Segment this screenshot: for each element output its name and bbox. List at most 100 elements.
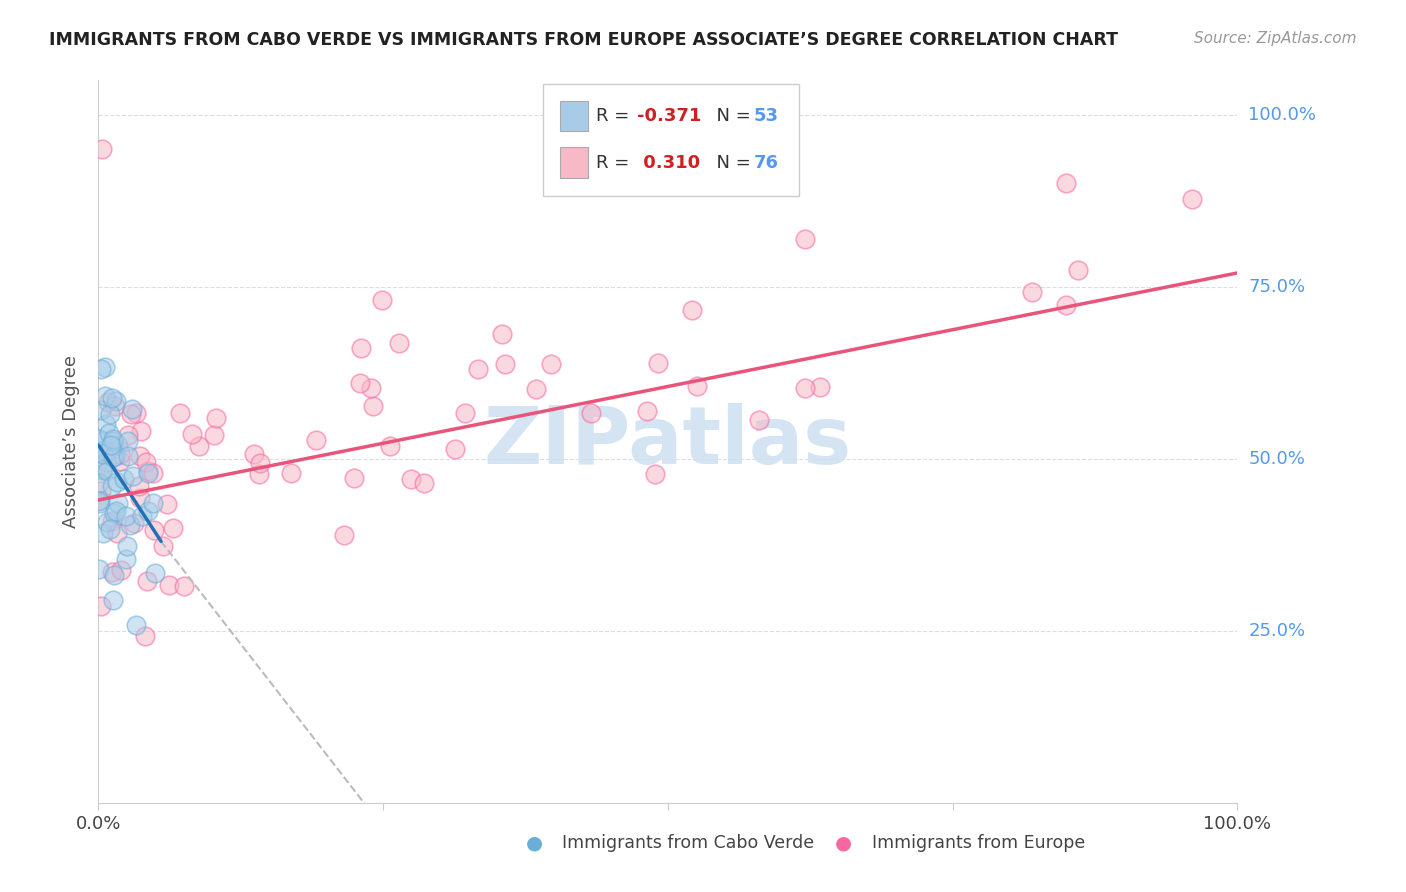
Point <box>128 479 150 493</box>
Point <box>87 562 110 576</box>
Text: 0.310: 0.310 <box>637 154 700 172</box>
Point <box>399 472 422 486</box>
Text: 53: 53 <box>754 107 779 125</box>
Point <box>98 407 121 421</box>
Point <box>96 464 118 478</box>
Point <box>90 484 112 499</box>
Text: 50.0%: 50.0% <box>1249 450 1305 467</box>
Point <box>360 381 382 395</box>
Point <box>143 523 166 537</box>
Point <box>105 475 128 490</box>
Point <box>98 522 121 536</box>
Point <box>156 497 179 511</box>
Point <box>107 438 129 452</box>
Point <box>110 454 132 468</box>
Point <box>152 539 174 553</box>
Point <box>96 515 118 529</box>
Point <box>105 525 128 540</box>
Point <box>107 496 129 510</box>
Point <box>90 463 112 477</box>
Point <box>343 471 366 485</box>
Point <box>105 504 128 518</box>
Point <box>100 437 122 451</box>
Point <box>96 395 118 409</box>
Point <box>87 432 110 446</box>
Point <box>378 439 401 453</box>
Point <box>247 467 270 482</box>
Point <box>454 406 477 420</box>
Text: 75.0%: 75.0% <box>1249 277 1306 296</box>
Text: 76: 76 <box>754 154 779 172</box>
Point <box>90 403 112 417</box>
Point <box>579 406 602 420</box>
Point <box>93 389 115 403</box>
Point <box>169 406 191 420</box>
Text: Source: ZipAtlas.com: Source: ZipAtlas.com <box>1194 31 1357 46</box>
Point <box>103 568 125 582</box>
Point <box>644 467 666 482</box>
Point <box>131 509 153 524</box>
Point <box>90 142 112 156</box>
Point <box>305 433 328 447</box>
Point <box>101 514 124 528</box>
Point <box>128 491 150 505</box>
Point <box>104 449 127 463</box>
Point <box>136 464 159 478</box>
Point <box>1181 193 1204 207</box>
Point <box>91 434 114 449</box>
Point <box>105 394 128 409</box>
Point <box>94 455 117 469</box>
Point <box>173 579 195 593</box>
Point <box>540 357 562 371</box>
Point <box>793 231 815 245</box>
Point <box>143 566 166 581</box>
Text: R =: R = <box>596 154 636 172</box>
Point <box>96 445 118 459</box>
Point <box>636 403 658 417</box>
Point <box>647 356 669 370</box>
Point <box>101 450 124 465</box>
Point <box>136 503 159 517</box>
Point <box>494 358 516 372</box>
Point <box>115 540 138 554</box>
Point <box>188 439 211 453</box>
Point <box>121 401 143 416</box>
FancyBboxPatch shape <box>560 101 588 131</box>
Point <box>1067 263 1090 277</box>
Text: ●: ● <box>835 833 852 853</box>
Point <box>467 362 489 376</box>
Point <box>98 425 121 440</box>
Point <box>101 439 124 453</box>
Point <box>371 293 394 308</box>
Point <box>118 517 141 532</box>
Point <box>157 578 180 592</box>
Text: -0.371: -0.371 <box>637 107 702 125</box>
Point <box>205 410 228 425</box>
Point <box>94 360 117 375</box>
Point <box>142 496 165 510</box>
Point <box>491 326 513 341</box>
Point <box>120 407 142 421</box>
Point <box>1054 177 1078 191</box>
Point <box>249 456 271 470</box>
Point <box>90 362 112 376</box>
Point <box>413 475 436 490</box>
Point <box>91 462 114 476</box>
Point <box>91 525 114 540</box>
Point <box>87 492 110 507</box>
Point <box>136 574 159 588</box>
Text: 100.0%: 100.0% <box>1249 105 1316 124</box>
Text: Immigrants from Cabo Verde: Immigrants from Cabo Verde <box>562 834 814 852</box>
Point <box>115 551 138 566</box>
Point <box>104 399 127 413</box>
Point <box>100 392 122 406</box>
Point <box>748 413 770 427</box>
Point <box>808 380 831 394</box>
Point <box>280 466 302 480</box>
Point <box>129 449 152 463</box>
Point <box>686 379 709 393</box>
Point <box>101 434 124 448</box>
Point <box>110 563 132 577</box>
Text: 25.0%: 25.0% <box>1249 622 1306 640</box>
Point <box>112 472 135 486</box>
